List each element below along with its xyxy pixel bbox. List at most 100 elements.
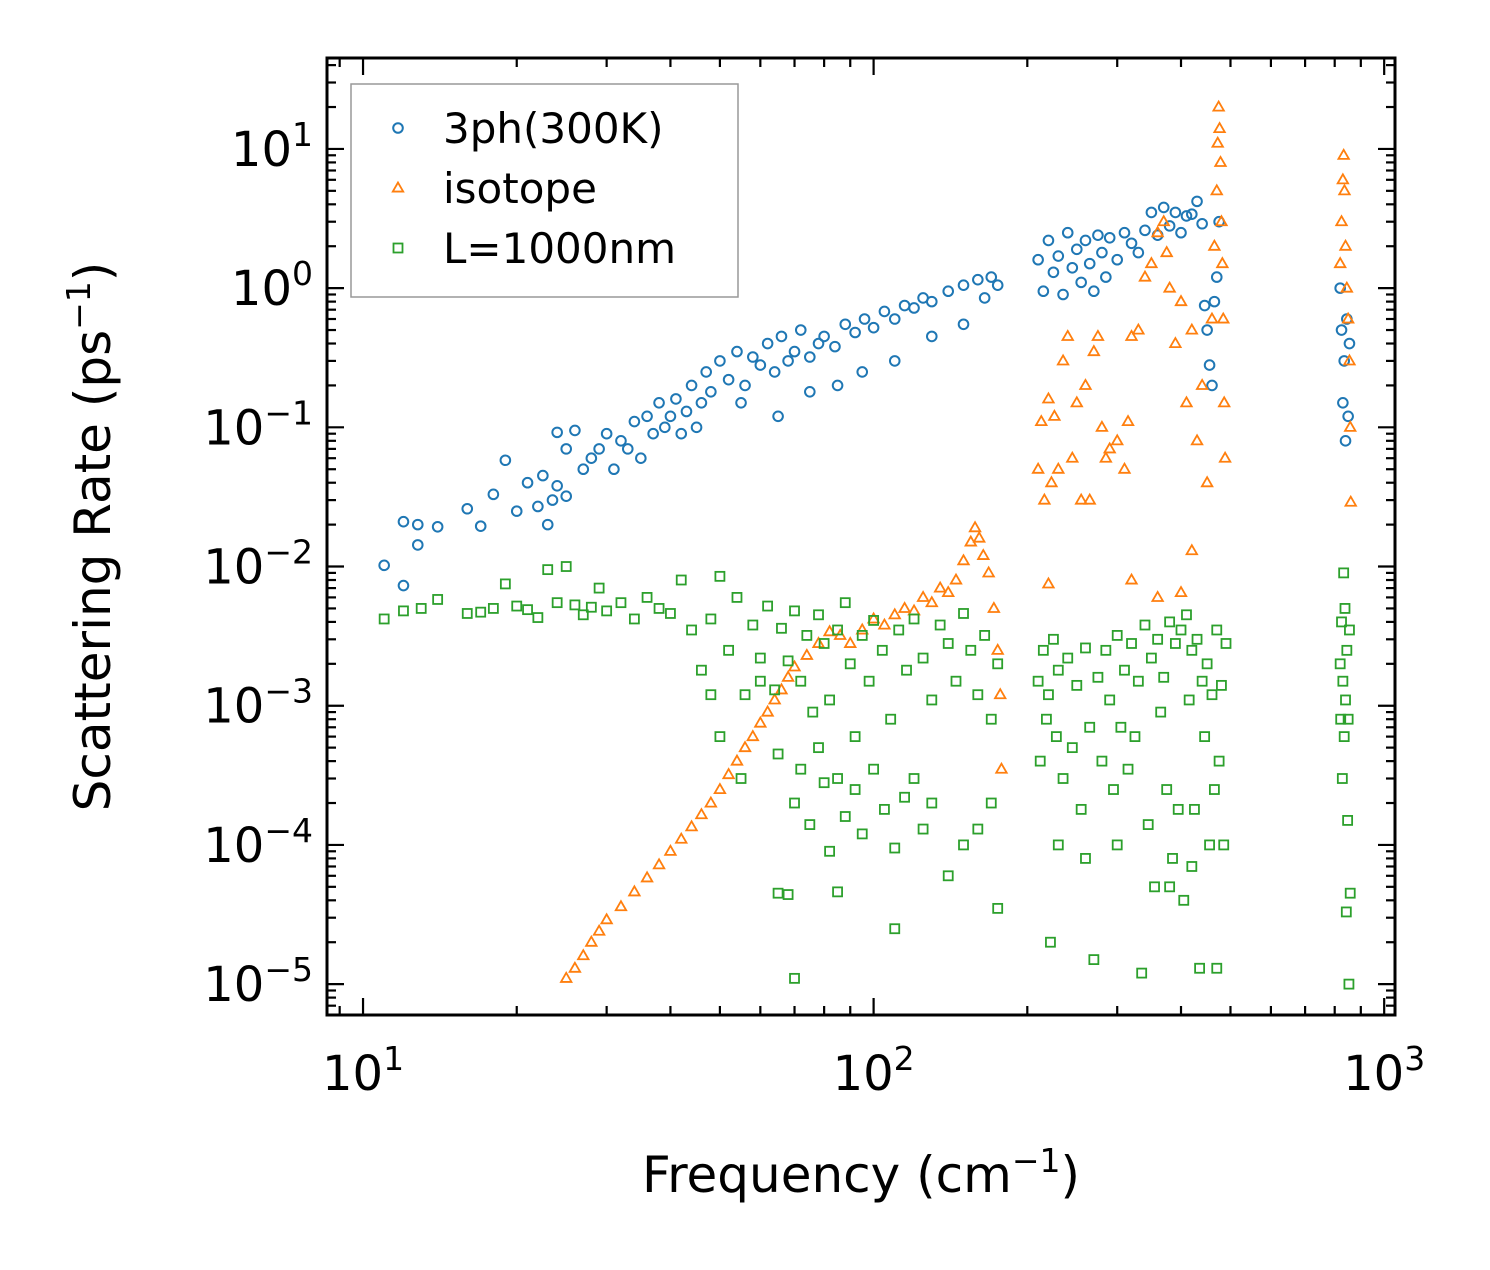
data-point	[1336, 172, 1350, 185]
data-point	[1208, 784, 1220, 795]
data-point	[1342, 815, 1354, 826]
data-point	[1080, 642, 1091, 654]
y-tick-label: 100	[231, 254, 313, 317]
data-point	[621, 443, 634, 455]
data-point	[714, 570, 726, 582]
data-point	[690, 421, 703, 434]
x-axis-title-close: )	[1061, 1146, 1081, 1204]
data-point	[705, 613, 717, 625]
data-point	[899, 791, 910, 803]
data-point	[1052, 250, 1065, 262]
data-point	[942, 638, 954, 649]
data-point	[635, 452, 647, 465]
data-point	[1071, 679, 1083, 691]
data-point	[747, 351, 759, 363]
data-point	[569, 424, 581, 437]
data-point	[1191, 633, 1203, 645]
data-point	[1117, 461, 1132, 474]
data-point	[1210, 271, 1223, 283]
data-point	[761, 337, 774, 350]
data-point	[1157, 201, 1170, 214]
data-point	[889, 923, 901, 935]
data-point	[1048, 633, 1059, 645]
data-point	[1091, 329, 1105, 341]
data-point	[511, 600, 523, 612]
data-point	[965, 644, 977, 656]
tick-base: 10	[203, 679, 264, 735]
data-point	[747, 619, 759, 631]
data-point	[1207, 238, 1222, 251]
data-point	[1211, 624, 1223, 636]
data-point	[1185, 543, 1199, 556]
data-point	[1191, 195, 1203, 208]
data-point	[584, 934, 599, 947]
data-point	[1164, 616, 1176, 628]
data-point	[474, 520, 487, 532]
data-point	[1175, 226, 1187, 239]
y-axis-title: Scattering Rate (ps−1)	[59, 262, 122, 812]
data-point	[949, 572, 963, 585]
data-point	[1118, 226, 1131, 239]
data-point	[1082, 492, 1097, 505]
data-point	[1336, 616, 1347, 628]
tick-base: 10	[203, 540, 264, 596]
data-point	[1145, 652, 1157, 664]
data-point	[705, 689, 717, 701]
tick-exponent: −4	[264, 811, 313, 850]
data-point	[1111, 253, 1124, 266]
data-layer	[378, 99, 1358, 990]
data-point	[1043, 689, 1054, 701]
tick-exponent: −3	[264, 672, 313, 711]
data-point	[1075, 803, 1087, 815]
data-point	[537, 469, 549, 482]
data-point	[925, 595, 939, 608]
data-point	[1041, 391, 1056, 404]
data-point	[1078, 378, 1093, 390]
data-point	[832, 624, 843, 636]
data-point	[1129, 731, 1141, 743]
data-point	[559, 971, 573, 983]
data-point	[878, 305, 891, 318]
data-point	[705, 385, 717, 398]
data-point	[856, 366, 869, 378]
data-point	[1088, 954, 1100, 966]
data-point	[769, 684, 781, 696]
data-point	[941, 585, 955, 598]
tick-exponent: −1	[264, 393, 313, 432]
axis-ticks	[327, 58, 1395, 1017]
data-point	[1041, 713, 1052, 725]
data-point	[789, 972, 800, 984]
data-point	[585, 452, 598, 465]
data-point	[1196, 217, 1208, 230]
data-point	[849, 784, 861, 795]
data-point	[1189, 803, 1200, 815]
data-point	[1162, 280, 1177, 293]
data-point	[593, 443, 605, 455]
data-point	[1180, 210, 1193, 222]
data-point	[663, 843, 678, 856]
data-point	[957, 318, 970, 331]
data-point	[762, 600, 774, 612]
data-point	[985, 271, 998, 283]
data-point	[1159, 245, 1174, 258]
data-point	[831, 379, 844, 392]
data-point	[1183, 694, 1195, 706]
data-point	[1196, 675, 1208, 687]
data-point	[411, 518, 424, 531]
data-point	[1336, 147, 1351, 160]
data-point	[714, 355, 726, 367]
data-point	[804, 819, 816, 830]
data-point	[993, 687, 1007, 700]
data-point	[614, 899, 628, 912]
data-point	[1335, 324, 1348, 336]
tick-exponent: 0	[292, 254, 313, 293]
data-point	[627, 884, 642, 897]
legend-item: 3ph(300K)	[392, 104, 663, 153]
data-point	[1132, 675, 1144, 687]
data-point	[546, 494, 559, 506]
data-point	[1080, 853, 1091, 864]
data-point	[972, 823, 984, 835]
data-point	[908, 613, 920, 625]
data-point	[1031, 461, 1045, 474]
